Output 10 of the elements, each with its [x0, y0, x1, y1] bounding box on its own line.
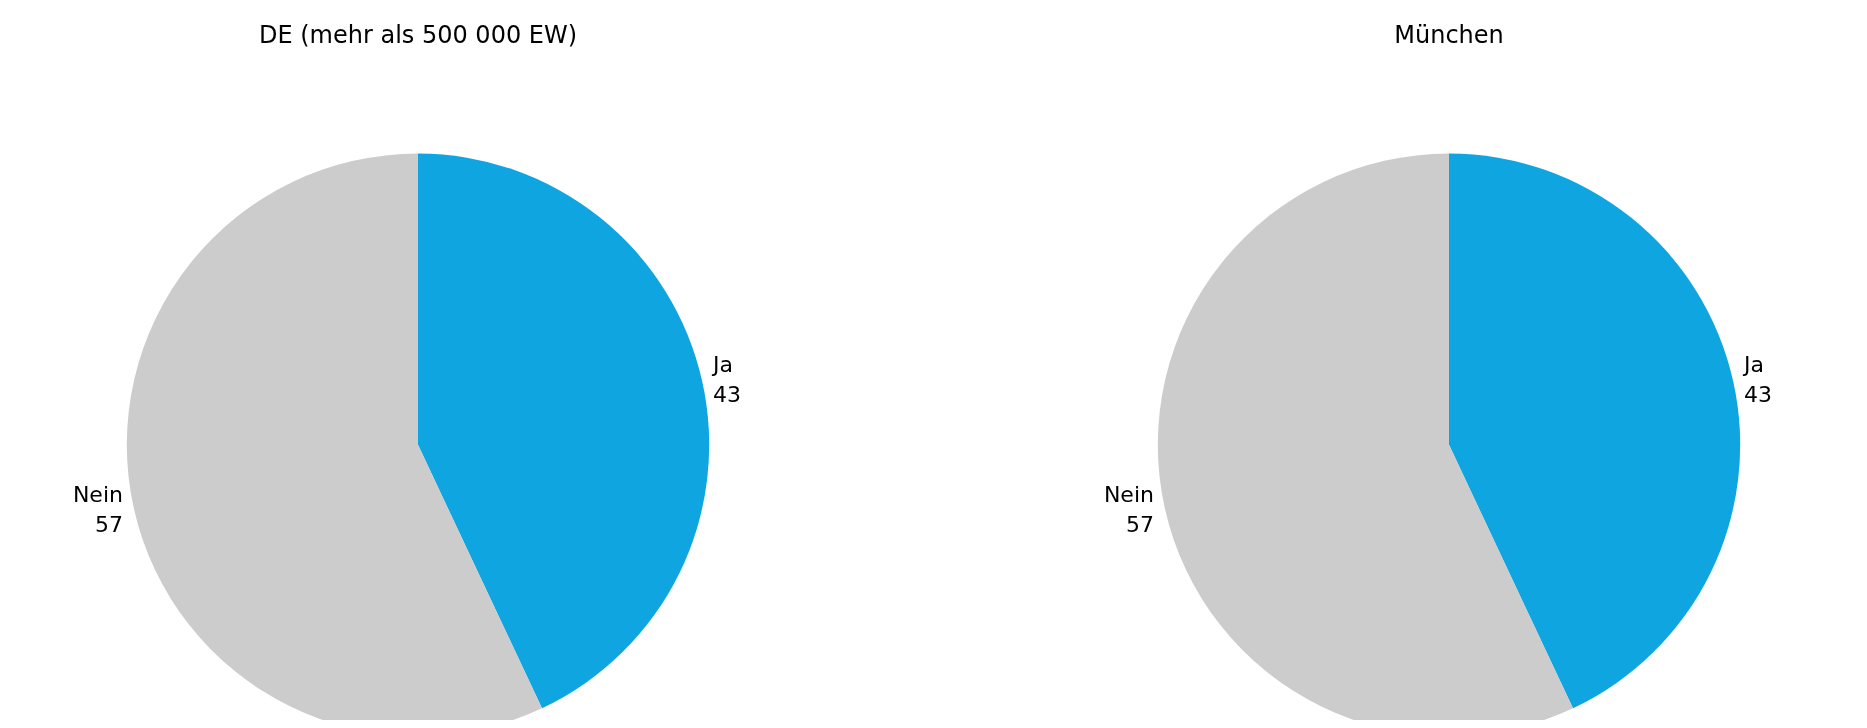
slice-label: Nein [1103, 482, 1154, 508]
data-label: 57 [94, 512, 123, 538]
slice-label: Ja [711, 352, 734, 378]
slice-label: Ja [1742, 352, 1765, 378]
data-label: 43 [1744, 382, 1773, 408]
chart-title: München [1394, 21, 1504, 49]
chart-title: DE (mehr als 500 000 EW) [258, 21, 578, 49]
data-label: 43 [713, 382, 742, 408]
data-label: 57 [1125, 512, 1154, 538]
slice-label: Nein [72, 482, 123, 508]
